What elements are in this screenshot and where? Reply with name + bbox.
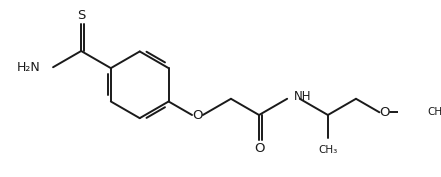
Text: S: S <box>77 9 86 22</box>
Text: CH₃: CH₃ <box>427 107 441 117</box>
Text: NH: NH <box>293 90 311 103</box>
Text: O: O <box>192 109 203 121</box>
Text: H₂N: H₂N <box>17 61 41 74</box>
Text: O: O <box>380 106 390 119</box>
Text: O: O <box>254 142 264 155</box>
Text: CH₃: CH₃ <box>318 145 337 155</box>
